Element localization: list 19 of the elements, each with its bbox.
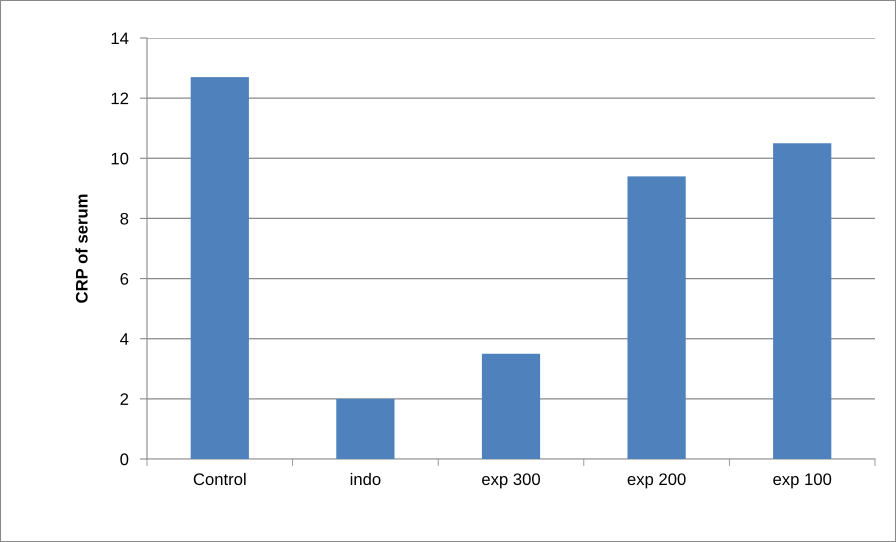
bar — [336, 398, 395, 459]
y-tick-label: 0 — [120, 453, 128, 466]
x-tick-label: exp 300 — [482, 473, 540, 488]
bar — [627, 176, 686, 459]
y-axis-title: CRP of serum — [75, 194, 88, 303]
y-tick-label: 8 — [120, 212, 128, 225]
y-tick-label: 10 — [112, 152, 128, 164]
y-tick-label: 14 — [112, 32, 128, 44]
y-tick-label: 2 — [120, 393, 128, 405]
bar — [482, 354, 540, 459]
y-tick-label: 12 — [112, 92, 128, 104]
x-tick-label: exp 200 — [628, 473, 686, 488]
x-tick-label: indo — [350, 472, 380, 486]
x-tick-label: exp 100 — [773, 473, 832, 488]
bar — [190, 77, 249, 459]
y-tick-label: 6 — [120, 272, 128, 285]
y-tick-label: 4 — [120, 333, 128, 345]
x-tick-label: Control — [194, 472, 246, 486]
bar — [773, 143, 832, 459]
